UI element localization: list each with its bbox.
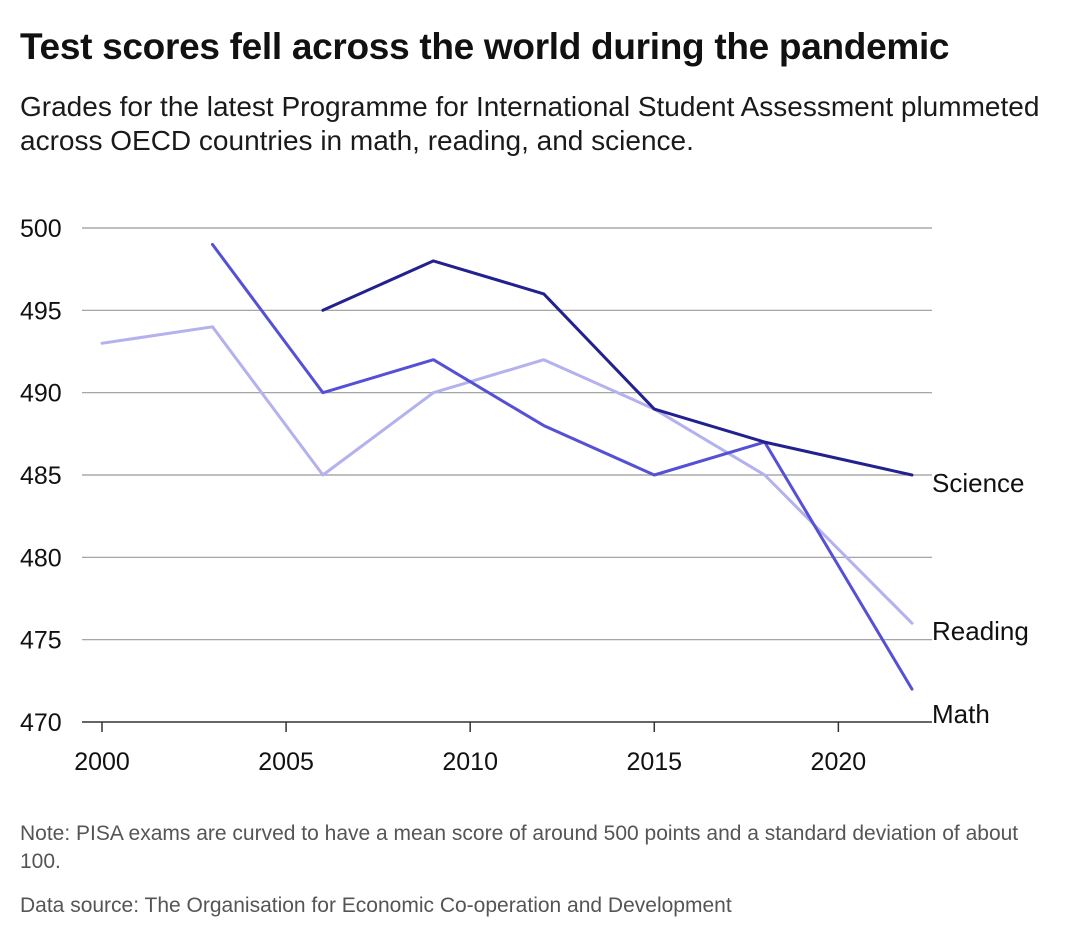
- chart-subtitle: Grades for the latest Programme for Inte…: [20, 91, 1040, 156]
- data-source: Data source: The Organisation for Econom…: [20, 894, 732, 917]
- series-label-science: Science: [932, 468, 1025, 498]
- series-label-reading: Reading: [932, 616, 1029, 646]
- series-line-science: [321, 259, 914, 477]
- y-tick-label-500: 500: [20, 215, 62, 243]
- y-tick-label-470: 470: [20, 709, 62, 737]
- series-lines: [100, 243, 914, 691]
- chart-title: Test scores fell across the world during…: [20, 26, 950, 67]
- x-tick-label-2005: 2005: [258, 748, 314, 776]
- chart-note: Note: PISA exams are curved to have a me…: [20, 822, 1019, 873]
- y-tick-label-485: 485: [20, 462, 62, 490]
- series-label-math: Math: [932, 699, 990, 729]
- grid-lines: 470 475 480 485 490 495 500: [20, 215, 932, 737]
- x-tick-label-2000: 2000: [74, 748, 130, 776]
- x-tick-label-2015: 2015: [626, 748, 682, 776]
- series-line-reading: [100, 325, 914, 625]
- series-labels: Reading Math Science: [932, 468, 1029, 729]
- x-tick-label-2020: 2020: [811, 748, 867, 776]
- y-tick-label-475: 475: [20, 627, 62, 655]
- x-tick-label-2010: 2010: [442, 748, 498, 776]
- y-tick-label-490: 490: [20, 380, 62, 408]
- x-axis: 2000 2005 2010 2015 2020: [74, 722, 866, 776]
- y-tick-label-495: 495: [20, 297, 62, 325]
- y-tick-label-480: 480: [20, 544, 62, 572]
